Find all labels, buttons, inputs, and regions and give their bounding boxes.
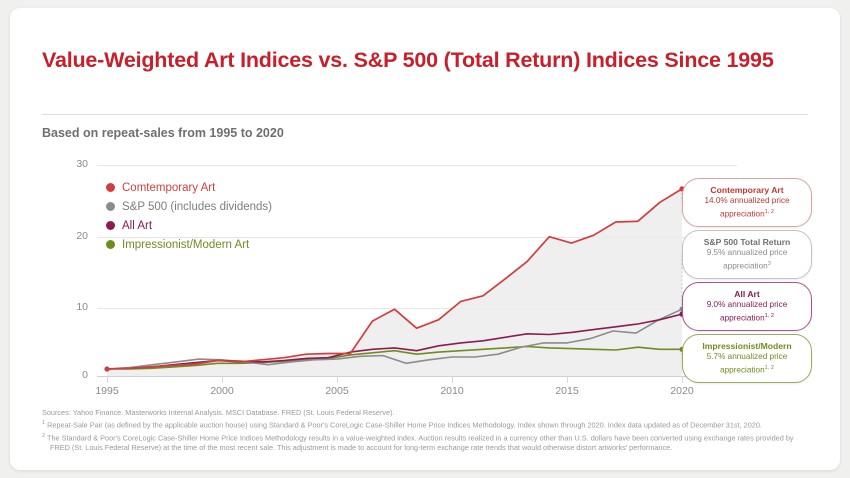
legend-item-all-art[interactable]: All Art — [106, 217, 272, 234]
gridline-20 — [97, 237, 737, 238]
legend-dot-impressionist — [106, 240, 115, 249]
y-axis-label-30: 30 — [76, 158, 88, 170]
callout-line2-text-sp500: appreciation — [723, 261, 768, 271]
callout-title-impressionist: Impressionist/Modern — [702, 341, 792, 351]
legend-dot-all-art — [106, 221, 115, 230]
x-axis-label-2005: 2005 — [325, 385, 349, 397]
footnotes: Sources: Yahoo Finance. Masterworks Inte… — [42, 408, 812, 454]
y-axis-label-20: 20 — [76, 230, 88, 242]
footnote-2-marker: 2 — [42, 432, 46, 439]
callout-line2-sp500: appreciation3 — [687, 259, 807, 272]
legend-dot-contemporary — [106, 183, 115, 192]
callout-impressionist[interactable]: Impressionist/Modern 5.7% annualized pri… — [682, 334, 812, 383]
chart-legend: Comtemporary Art S&P 500 (includes divid… — [106, 179, 272, 255]
chart-card: Value-Weighted Art Indices vs. S&P 500 (… — [10, 8, 840, 470]
page-title: Value-Weighted Art Indices vs. S&P 500 (… — [42, 48, 774, 72]
footnote-1: 1 Repeat-Sale Pair (as defined by the ap… — [42, 418, 812, 431]
x-tick-1995 — [107, 376, 108, 383]
x-tick-2015 — [567, 376, 568, 383]
line-impressionist — [106, 345, 683, 370]
legend-label-all-art: All Art — [122, 219, 153, 232]
y-axis-label-0: 0 — [82, 369, 88, 381]
line-sp500 — [106, 308, 683, 370]
footnote-1-marker: 1 — [42, 420, 46, 427]
legend-dot-sp500 — [106, 202, 115, 211]
callout-line2-impressionist: appreciation1, 2 — [687, 363, 807, 376]
x-axis-label-2010: 2010 — [440, 385, 464, 397]
callout-all-art[interactable]: All Art 9.0% annualized price appreciati… — [682, 282, 812, 331]
title-divider — [42, 114, 808, 115]
footnote-2-text: The Standard & Poor's CoreLogic Case-Shi… — [47, 433, 794, 453]
callout-line1-contemporary: 14.0% annualized price — [704, 196, 790, 205]
line-contemporary — [106, 188, 683, 370]
callout-title-all-art: All Art — [734, 289, 760, 299]
chart-series-svg — [104, 186, 685, 376]
footnote-1-text: Repeat-Sale Pair (as defined by the appl… — [47, 420, 762, 430]
callout-line2-text-all-art: appreciation — [720, 313, 765, 323]
footnote-sources: Sources: Yahoo Finance. Masterworks Inte… — [42, 408, 395, 417]
callout-sup-sp500: 3 — [767, 260, 771, 267]
callout-title-contemporary: Contemporary Art — [710, 185, 784, 195]
x-tick-2000 — [222, 376, 223, 383]
x-axis-label-1995: 1995 — [95, 385, 119, 397]
callout-line2-text-impressionist: appreciation — [720, 365, 765, 375]
chart-plot-area: 30 20 10 0 1995 2000 2005 2010 2015 2020 — [40, 153, 830, 403]
callout-sp500[interactable]: S&P 500 Total Return 9.5% annualized pri… — [682, 230, 812, 279]
callout-line2-text-contemporary: appreciation — [720, 209, 765, 219]
legend-label-impressionist: Impressionist/Modern Art — [122, 238, 250, 251]
legend-item-sp500[interactable]: S&P 500 (includes dividends) — [106, 198, 272, 215]
area-fill-contemporary — [107, 188, 682, 376]
callout-line1-sp500: 9.5% annualized price — [706, 248, 788, 257]
callout-line1-all-art: 9.0% annualized price — [706, 300, 788, 309]
callout-sup-all-art: 1, 2 — [764, 312, 774, 319]
callout-line1-impressionist: 5.7% annualized price — [706, 352, 788, 361]
callout-sup-impressionist: 1, 2 — [764, 364, 774, 371]
footnote-2: 2 The Standard & Poor's CoreLogic Case-S… — [42, 431, 812, 454]
y-axis-label-10: 10 — [76, 301, 88, 313]
x-axis-label-2000: 2000 — [210, 385, 234, 397]
gridline-30 — [97, 165, 737, 166]
line-all-art — [106, 313, 683, 370]
legend-item-contemporary[interactable]: Comtemporary Art — [106, 179, 272, 196]
callout-title-sp500: S&P 500 Total Return — [703, 237, 791, 247]
x-tick-2010 — [452, 376, 453, 383]
x-axis-label-2015: 2015 — [555, 385, 579, 397]
x-tick-2020 — [682, 376, 683, 383]
callout-sup-contemporary: 1, 2 — [764, 208, 774, 215]
x-tick-2005 — [337, 376, 338, 383]
gridline-10 — [97, 308, 737, 309]
callout-line2-contemporary: appreciation1, 2 — [687, 207, 807, 220]
x-axis-label-2020: 2020 — [670, 385, 694, 397]
callout-contemporary[interactable]: Contemporary Art 14.0% annualized price … — [682, 178, 812, 227]
axis-baseline — [97, 376, 737, 377]
chart-subtitle: Based on repeat-sales from 1995 to 2020 — [42, 126, 284, 140]
legend-label-sp500: S&P 500 (includes dividends) — [122, 200, 273, 213]
legend-label-contemporary: Comtemporary Art — [122, 181, 216, 194]
callout-line2-all-art: appreciation1, 2 — [687, 311, 807, 324]
legend-item-impressionist[interactable]: Impressionist/Modern Art — [106, 236, 272, 253]
